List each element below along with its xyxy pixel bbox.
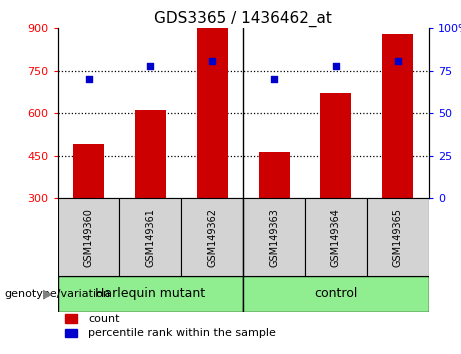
Bar [243, 276, 429, 312]
Bar [119, 198, 181, 276]
Point [332, 63, 340, 69]
Point [208, 58, 216, 63]
Text: count: count [88, 314, 119, 324]
Title: GDS3365 / 1436462_at: GDS3365 / 1436462_at [154, 11, 332, 27]
Bar [181, 198, 243, 276]
Text: GSM149365: GSM149365 [393, 208, 403, 267]
Bar [259, 152, 290, 198]
Text: ▶: ▶ [43, 287, 53, 300]
Bar [58, 198, 119, 276]
Bar [58, 276, 243, 312]
Bar [65, 314, 77, 323]
Text: genotype/variation: genotype/variation [5, 289, 111, 299]
Bar [320, 93, 351, 198]
Point [85, 76, 92, 82]
Bar [135, 110, 166, 198]
Bar [305, 198, 367, 276]
Text: GSM149361: GSM149361 [145, 208, 155, 267]
Bar [243, 198, 305, 276]
Text: GSM149362: GSM149362 [207, 208, 217, 267]
Point [271, 76, 278, 82]
Text: GSM149364: GSM149364 [331, 208, 341, 267]
Text: GSM149360: GSM149360 [83, 208, 94, 267]
Bar [65, 329, 77, 337]
Point [147, 63, 154, 69]
Bar [367, 198, 429, 276]
Text: percentile rank within the sample: percentile rank within the sample [88, 328, 276, 338]
Point [394, 58, 402, 63]
Text: control: control [314, 287, 358, 300]
Text: GSM149363: GSM149363 [269, 208, 279, 267]
Text: Harlequin mutant: Harlequin mutant [95, 287, 206, 300]
Bar [382, 34, 413, 198]
Bar [73, 144, 104, 198]
Bar [197, 28, 228, 198]
